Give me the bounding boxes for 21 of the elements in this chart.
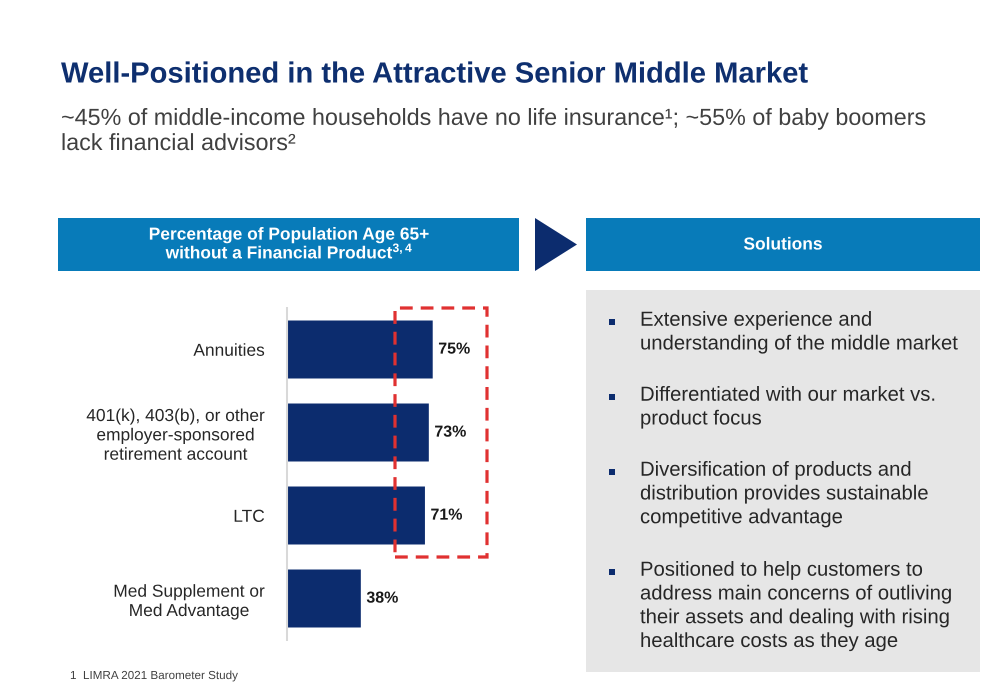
- chart-title: Percentage of Population Age 65+ without a Financial Product$^{3,4}$: [150, 227, 429, 259]
- text: Solutions: [744, 236, 822, 250]
- y-tick-label: Med Supplement or Med Advantage: [114, 584, 264, 620]
- bar: [287, 486, 425, 545]
- data-label: 73%: [435, 425, 466, 437]
- y-tick-label: Annuities: [193, 343, 264, 356]
- data-label: 75%: [438, 342, 470, 354]
- bar: [287, 320, 433, 379]
- bar: [287, 403, 429, 462]
- text: Well-Positioned in the Attractive Senior Middle Market: [61, 61, 808, 83]
- text: Diversification of products and distribution provides sustainable competitive advantage: [640, 461, 928, 528]
- data-label: 38%: [366, 591, 398, 603]
- y-tick-label: LTC: [234, 510, 264, 522]
- text: Differentiated with our market vs. product focus: [641, 386, 934, 429]
- bar: [287, 569, 361, 628]
- text: ~45% of middle-income households have no life insurance¹; ~55% of baby boomers lack financial advisors²: [62, 108, 926, 150]
- y-tick-label: 401(k), 403(b), or other employer-sponsored retirement account: [86, 408, 265, 460]
- data-label: 71%: [431, 508, 462, 520]
- text: Extensive experience and understanding of the middle market: [641, 311, 958, 354]
- text: 1 LIMRA 2021 Barometer Study: [70, 670, 238, 682]
- text: Positioned to help customers to address main concerns of outliving their assets and dealing with rising healthcare costs as they age: [640, 561, 951, 652]
